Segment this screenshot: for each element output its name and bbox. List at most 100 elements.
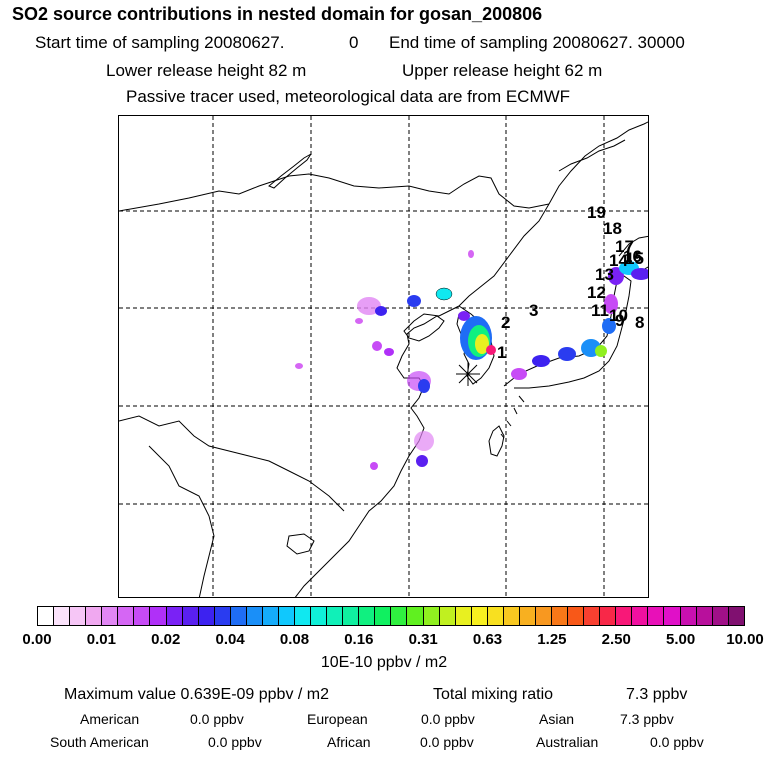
source-label: 13 xyxy=(595,265,614,284)
colorbar-segment xyxy=(551,607,568,625)
colorbar-segment xyxy=(502,607,519,625)
plume-patch xyxy=(486,345,496,355)
colorbar-segment xyxy=(294,607,311,625)
plume-patch xyxy=(595,345,607,357)
plume-patch xyxy=(458,311,470,321)
kamchatka-coast xyxy=(558,139,626,172)
colorbar xyxy=(37,606,745,626)
colorbar-segment xyxy=(213,607,230,625)
lower-release-height: Lower release height 82 m xyxy=(106,61,307,80)
colorbar-segment xyxy=(711,607,728,625)
colorbar-segment xyxy=(326,607,343,625)
colorbar-segment xyxy=(181,607,198,625)
colorbar-segment xyxy=(583,607,600,625)
colorbar-tick-label: 0.04 xyxy=(215,631,245,648)
total-mixing-ratio-label: Total mixing ratio xyxy=(433,686,554,703)
colorbar-segment xyxy=(117,607,134,625)
colorbar-segment xyxy=(261,607,278,625)
colorbar-segment xyxy=(101,607,118,625)
inland-border xyxy=(119,415,345,512)
plume-patch xyxy=(416,455,428,467)
plume-patch xyxy=(604,294,618,314)
colorbar-segment xyxy=(149,607,166,625)
mongolia-border xyxy=(119,173,550,212)
colorbar-segment xyxy=(727,607,744,625)
colorbar-tick-label: 0.08 xyxy=(279,631,310,648)
colorbar-tick-label: 0.00 xyxy=(22,631,52,648)
colorbar-tick-label: 0.63 xyxy=(472,631,503,648)
tracer-note: Passive tracer used, meteorological data… xyxy=(126,87,571,106)
taiwan-coast xyxy=(488,425,505,457)
colorbar-segment xyxy=(133,607,150,625)
source-label: 1 xyxy=(497,343,506,362)
colorbar-tick-label: 0.31 xyxy=(408,631,438,648)
ryukyu-islands xyxy=(500,395,525,439)
end-time-label: End time of sampling 20080627. 30000 xyxy=(389,33,685,52)
region-name: Asian xyxy=(539,711,575,727)
plume-patch xyxy=(475,334,489,354)
asterisk-receptor-icon xyxy=(456,362,480,386)
plume-patch xyxy=(357,297,381,315)
colorbar-segment xyxy=(390,607,407,625)
colorbar-tick-label: 0.02 xyxy=(151,631,181,648)
source-label: 17 xyxy=(615,237,634,256)
region-name: European xyxy=(307,711,368,727)
colorbar-segment xyxy=(534,607,551,625)
colorbar-tick-label: 0.01 xyxy=(86,631,116,648)
source-label: 12 xyxy=(587,283,606,302)
yellow-sea-coast xyxy=(294,305,460,597)
plume-patch xyxy=(558,347,576,361)
so2-plume xyxy=(295,250,648,470)
source-label: 9 xyxy=(615,311,624,330)
source-labels: 1 2 3 8 9 10 11 12 13 14 15 16 17 18 19 xyxy=(497,203,644,362)
colorbar-segment xyxy=(406,607,423,625)
upper-release-height: Upper release height 62 m xyxy=(402,61,603,80)
plume-patch xyxy=(375,306,387,316)
plume-patch xyxy=(608,267,624,285)
map-title: SO2 source contributions in nested domai… xyxy=(12,4,543,24)
source-label: 18 xyxy=(603,219,622,238)
plume-patch xyxy=(511,368,527,380)
colorbar-segment xyxy=(310,607,327,625)
region-name: African xyxy=(327,734,371,750)
colorbar-segment xyxy=(615,607,632,625)
colorbar-segment xyxy=(438,607,455,625)
plume-patch xyxy=(418,379,430,393)
source-label: 2 xyxy=(501,313,510,332)
colorbar-segment xyxy=(165,607,182,625)
colorbar-segment xyxy=(486,607,503,625)
colorbar-segment xyxy=(470,607,487,625)
map-canvas: 1 2 3 8 9 10 11 12 13 14 15 16 17 18 19 xyxy=(119,116,648,597)
colorbar-segment xyxy=(422,607,439,625)
colorbar-segment xyxy=(38,607,54,625)
china-korea-border xyxy=(458,203,550,307)
plume-patch xyxy=(414,431,434,451)
plume-patch xyxy=(468,250,474,258)
region-name: South American xyxy=(50,734,149,750)
colorbar-segment xyxy=(85,607,102,625)
plume-patch xyxy=(435,287,453,301)
colorbar-segment xyxy=(567,607,584,625)
source-label: 15 xyxy=(625,249,644,268)
region-name: Australian xyxy=(536,734,599,750)
plume-patch xyxy=(370,462,378,470)
colorbar-segment xyxy=(599,607,616,625)
colorbar-segment xyxy=(663,607,680,625)
colorbar-segment xyxy=(518,607,535,625)
colorbar-segment xyxy=(358,607,375,625)
colorbar-segment xyxy=(374,607,391,625)
source-label: 3 xyxy=(529,301,538,320)
colorbar-segment xyxy=(53,607,70,625)
colorbar-segment xyxy=(197,607,214,625)
region-name: American xyxy=(80,711,140,727)
colorbar-tick-label: 5.00 xyxy=(666,631,696,648)
colorbar-segment xyxy=(342,607,359,625)
colorbar-segment xyxy=(647,607,664,625)
colorbar-segment xyxy=(69,607,86,625)
colorbar-units: 10E-10 ppbv / m2 xyxy=(320,654,448,671)
colorbar-tick-label: 2.50 xyxy=(601,631,631,648)
colorbar-segment xyxy=(229,607,246,625)
plume-patch xyxy=(355,318,363,324)
source-label: 11 xyxy=(591,301,609,320)
region-value: 0.0 ppbv xyxy=(190,711,244,727)
